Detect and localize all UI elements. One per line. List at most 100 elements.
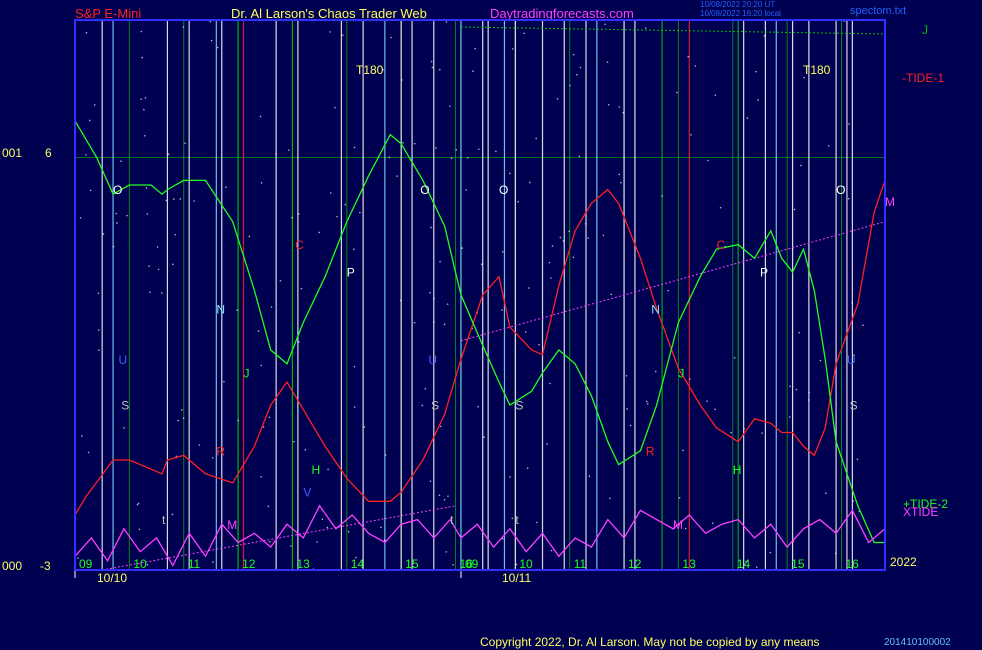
star-dot <box>711 522 714 524</box>
star-dot <box>79 217 82 219</box>
star-dot <box>793 208 796 211</box>
star-dot <box>746 117 749 119</box>
hour-tick-label: 11 <box>574 557 587 571</box>
series-label-j: J <box>922 23 928 37</box>
star-dot <box>687 55 690 58</box>
star-dot <box>430 226 432 229</box>
star-dot <box>102 233 105 235</box>
star-dot <box>216 46 219 49</box>
star-dot <box>819 359 822 362</box>
star-dot <box>549 382 551 385</box>
planet-label: R <box>646 444 655 458</box>
planet-label: P <box>760 266 768 280</box>
star-dot <box>173 198 175 200</box>
star-dot <box>175 455 178 458</box>
star-dot <box>827 145 830 147</box>
star-dot <box>115 212 118 215</box>
star-dot <box>353 146 356 149</box>
hour-tick-label: 15 <box>791 557 805 571</box>
star-dot <box>719 206 722 209</box>
star-dot <box>388 156 391 159</box>
star-dot <box>85 32 88 34</box>
star-dot <box>98 349 100 352</box>
star-dot <box>300 287 303 290</box>
star-dot <box>123 427 125 429</box>
star-dot <box>550 277 552 279</box>
star-dot <box>769 551 772 554</box>
star-dot <box>344 203 347 206</box>
star-dot <box>143 134 146 137</box>
dots-layer <box>74 19 864 571</box>
star-dot <box>755 566 758 568</box>
star-dot <box>413 321 416 324</box>
y-top-label: 6 <box>45 146 52 160</box>
star-dot <box>528 181 531 184</box>
star-dot <box>334 106 336 109</box>
star-dot <box>327 468 329 471</box>
star-dot <box>477 405 479 408</box>
hour-tick-label: 14 <box>737 557 751 571</box>
star-dot <box>126 214 128 217</box>
star-dot <box>526 467 529 469</box>
star-dot <box>478 148 480 151</box>
star-dot <box>644 27 647 29</box>
copyright: Copyright 2022, Dr. Al Larson. May not b… <box>480 635 820 649</box>
symbol-label: S&P E-Mini <box>75 6 142 21</box>
star-dot <box>588 475 591 478</box>
star-dot <box>275 153 277 155</box>
star-dot <box>431 66 434 69</box>
star-dot <box>707 159 709 162</box>
planet-label: C <box>295 238 304 252</box>
planet-label: S <box>431 399 439 413</box>
timestamp-line2: 10/08/2022 16:20 local <box>700 9 781 18</box>
planet-label: N <box>216 302 225 316</box>
star-dot <box>181 409 183 411</box>
star-dot <box>618 173 621 176</box>
star-dot <box>443 498 446 501</box>
planet-label: O <box>113 183 122 197</box>
planet-label: U <box>118 353 127 367</box>
star-dot <box>225 186 227 189</box>
y-bottom-prefix: 000 <box>2 559 23 573</box>
star-dot <box>165 199 168 202</box>
star-dot <box>210 39 213 42</box>
star-dot <box>450 157 453 160</box>
series-line-xtide <box>74 504 886 567</box>
star-dot <box>211 456 214 459</box>
star-dot <box>148 265 150 267</box>
star-dot <box>745 560 748 563</box>
star-dot <box>761 432 763 434</box>
star-dot <box>212 561 214 563</box>
star-dot <box>430 60 433 63</box>
star-dot <box>223 380 225 383</box>
star-dot <box>380 526 382 529</box>
star-dot <box>363 426 366 428</box>
hour-tick-label: 10 <box>519 557 533 571</box>
star-dot <box>291 216 293 219</box>
star-dot <box>609 497 611 500</box>
star-dot <box>326 526 329 529</box>
star-dot <box>447 495 449 497</box>
star-dot <box>848 123 850 125</box>
star-dot <box>279 279 282 282</box>
star-dot <box>443 323 446 326</box>
star-dot <box>501 251 504 253</box>
star-dot <box>156 246 159 248</box>
star-dot <box>270 306 273 308</box>
star-dot <box>625 374 628 377</box>
star-dot <box>856 458 859 461</box>
star-dot <box>688 378 691 380</box>
star-dot <box>548 261 551 264</box>
j-line <box>460 26 886 35</box>
star-dot <box>257 330 260 332</box>
star-dot <box>568 230 571 233</box>
star-dot <box>157 268 160 271</box>
hour-tick-label: 15 <box>405 557 419 571</box>
star-dot <box>421 404 424 407</box>
planet-label: t <box>515 513 519 527</box>
star-dot <box>268 540 271 543</box>
star-dot <box>171 513 174 516</box>
star-dot <box>501 309 503 311</box>
star-dot <box>98 329 100 331</box>
planet-label: O <box>499 183 508 197</box>
